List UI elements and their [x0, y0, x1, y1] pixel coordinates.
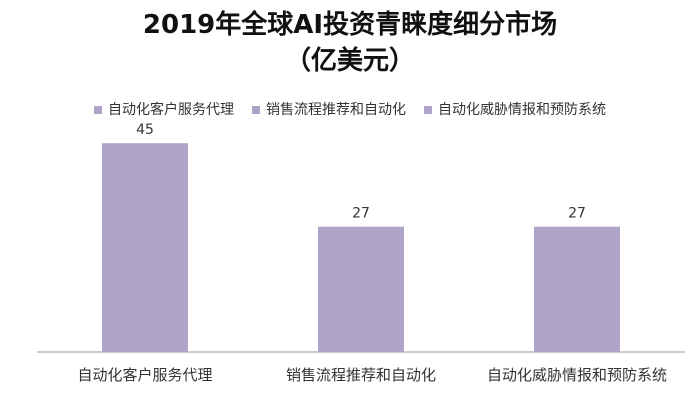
- legend-swatch: [94, 106, 102, 114]
- bar: [102, 143, 188, 352]
- bar: [318, 226, 404, 352]
- chart-title: 2019年全球AI投资青睐度细分市场: [142, 10, 558, 40]
- chart-subtitle: （亿美元）: [284, 46, 415, 76]
- data-label: 27: [568, 206, 586, 222]
- x-tick-label: 自动化客户服务代理: [77, 366, 212, 384]
- legend-label: 销售流程推荐和自动化: [266, 102, 406, 118]
- legend-label: 自动化客户服务代理: [108, 102, 234, 118]
- x-tick-label: 销售流程推荐和自动化: [286, 366, 436, 384]
- legend-item: 销售流程推荐和自动化: [252, 101, 406, 119]
- data-label: 45: [136, 122, 154, 138]
- legend-item: 自动化威胁情报和预防系统: [424, 101, 606, 119]
- x-tick-label: 自动化威胁情报和预防系统: [487, 366, 667, 384]
- bar: [534, 226, 620, 352]
- legend-label: 自动化威胁情报和预防系统: [438, 102, 606, 118]
- legend-swatch: [424, 106, 432, 114]
- legend-swatch: [252, 106, 260, 114]
- legend-item: 自动化客户服务代理: [94, 101, 234, 119]
- chart-legend: 自动化客户服务代理 销售流程推荐和自动化 自动化威胁情报和预防系统: [0, 101, 700, 119]
- data-label: 27: [352, 206, 370, 222]
